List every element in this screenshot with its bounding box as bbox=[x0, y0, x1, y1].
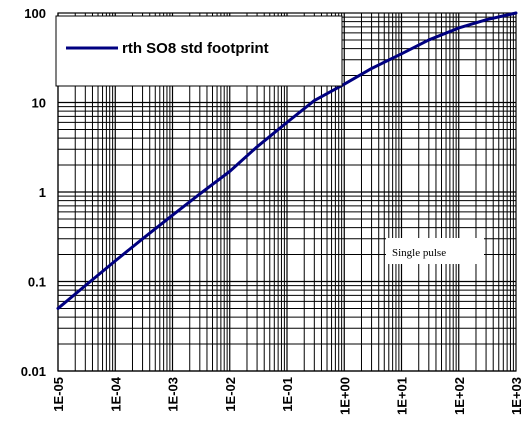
plot-area-border bbox=[57, 12, 517, 372]
legend: rth SO8 std footprint bbox=[55, 15, 343, 87]
x-tick-label: 1E-04 bbox=[108, 376, 123, 411]
x-tick-label: 1E-02 bbox=[223, 377, 238, 412]
series-line bbox=[56, 11, 518, 310]
y-tick-label: 0.01 bbox=[21, 364, 46, 379]
annotation-text: Single pulse bbox=[392, 247, 446, 259]
x-tick-labels: 1E-05 1E-04 1E-03 1E-02 1E-01 1E+00 1E+01 1E+02… bbox=[51, 376, 522, 415]
y-tick-labels: 0.01 0.1 1 10 100 bbox=[21, 6, 46, 379]
y-tick-label: 0.1 bbox=[28, 275, 46, 290]
x-tick-label: 1E+02 bbox=[452, 377, 467, 415]
y-tick-label: 100 bbox=[24, 6, 46, 21]
x-tick-label: 1E+01 bbox=[395, 377, 410, 415]
x-tick-label: 1E+03 bbox=[509, 377, 522, 415]
x-tick-label: 1E-01 bbox=[280, 377, 295, 412]
annotation-box bbox=[386, 238, 484, 264]
x-tick-label: 1E+00 bbox=[337, 377, 352, 415]
annotation: Single pulse bbox=[386, 238, 484, 264]
legend-box bbox=[55, 15, 343, 87]
legend-label: rth SO8 std footprint bbox=[122, 40, 269, 57]
y-tick-label: 10 bbox=[32, 96, 46, 111]
y-tick-label: 1 bbox=[39, 185, 46, 200]
x-tick-label: 1E-03 bbox=[166, 377, 181, 412]
x-tick-label: 1E-05 bbox=[51, 377, 66, 412]
